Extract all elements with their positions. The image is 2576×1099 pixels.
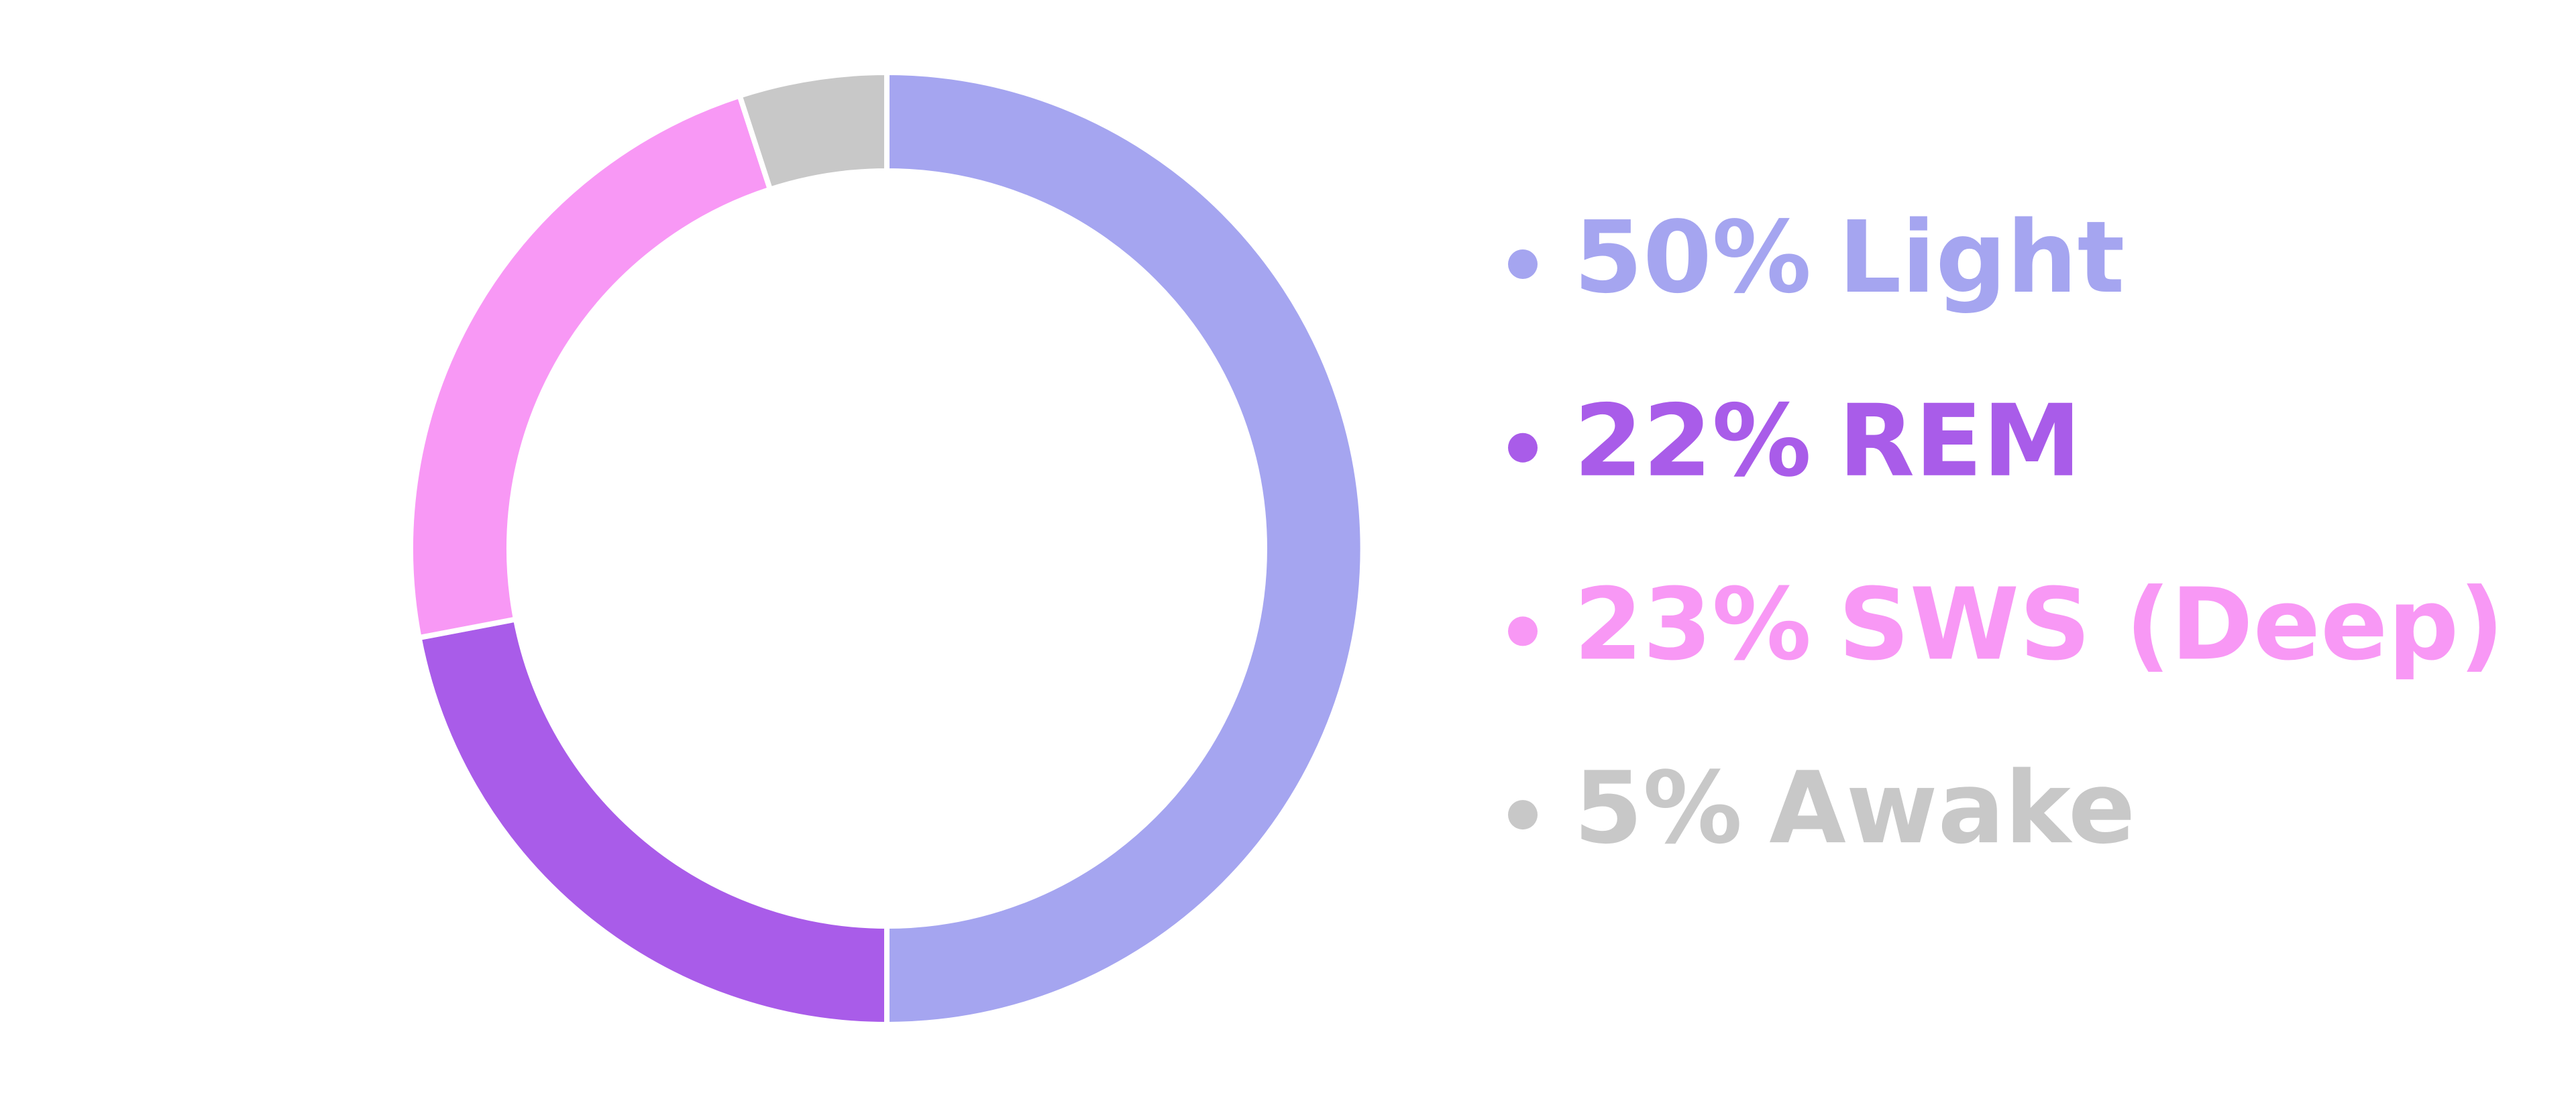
- legend-value: 23%: [1574, 567, 1811, 682]
- donut-slice: [408, 92, 774, 641]
- legend-label: 50% Light: [1574, 200, 2125, 315]
- legend-value: 5%: [1574, 750, 1742, 866]
- legend-category: SWS (Deep): [1838, 567, 2504, 682]
- legend-category: REM: [1838, 383, 2081, 498]
- legend-label: 23% SWS (Deep): [1574, 567, 2504, 682]
- legend-entry: 22% REM: [1508, 383, 2082, 498]
- donut-slice: [736, 69, 890, 193]
- legend-entry: 23% SWS (Deep): [1508, 567, 2504, 682]
- legend-category: Light: [1838, 200, 2125, 315]
- legend-marker: [1508, 616, 1538, 646]
- legend-marker: [1508, 432, 1538, 463]
- legend-marker: [1508, 800, 1538, 830]
- legend-entry: 50% Light: [1508, 200, 2125, 315]
- legend-entry: 5% Awake: [1508, 750, 2135, 866]
- legend-label: 5% Awake: [1574, 750, 2135, 866]
- legend-label: 22% REM: [1574, 383, 2082, 498]
- donut-slice: [884, 69, 1366, 1028]
- legend-marker: [1508, 249, 1538, 279]
- legend-value: 22%: [1574, 383, 1811, 498]
- legend-category: Awake: [1769, 750, 2135, 866]
- donut-slice: [415, 616, 890, 1028]
- legend-value: 50%: [1574, 200, 1811, 315]
